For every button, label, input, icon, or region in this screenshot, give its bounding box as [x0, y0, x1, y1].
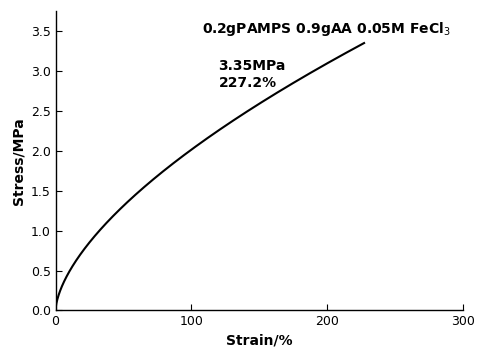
Text: 0.2gPAMPS 0.9gAA 0.05M FeCl$_3$: 0.2gPAMPS 0.9gAA 0.05M FeCl$_3$: [202, 20, 451, 38]
Y-axis label: Stress/MPa: Stress/MPa: [11, 117, 25, 205]
X-axis label: Strain/%: Strain/%: [226, 334, 293, 348]
Text: 3.35MPa
227.2%: 3.35MPa 227.2%: [219, 59, 286, 90]
